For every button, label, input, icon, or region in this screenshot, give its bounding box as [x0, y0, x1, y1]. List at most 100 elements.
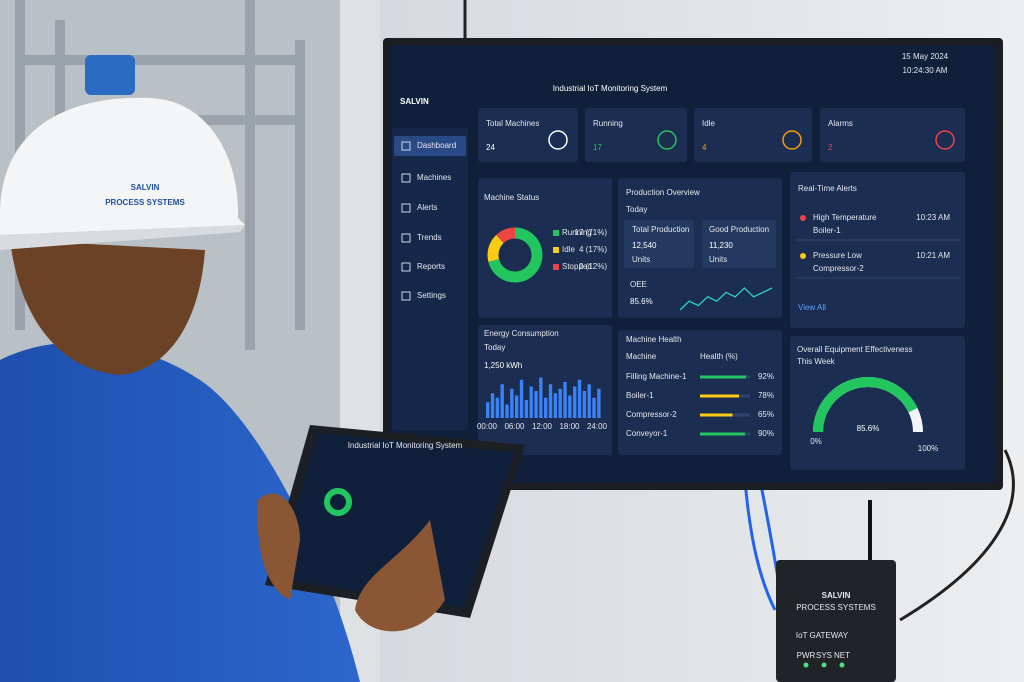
- nav-icon: [401, 262, 411, 272]
- kpi-icon: [548, 130, 568, 150]
- gateway-brand: SALVIN: [822, 591, 851, 600]
- nav-icon: [401, 173, 411, 183]
- stat-box: [702, 220, 776, 268]
- kpi-value: 4: [702, 143, 707, 152]
- view-all[interactable]: View All: [798, 303, 826, 312]
- energy-bar: [577, 379, 582, 418]
- energy-bar: [510, 388, 514, 418]
- time: 10:24:30 AM: [903, 66, 948, 75]
- led-label: SYS: [816, 651, 832, 660]
- person-shirt: [0, 342, 360, 682]
- cable: [899, 449, 1015, 622]
- gateway: [776, 560, 896, 682]
- alert-sub: Compressor-2: [813, 264, 864, 273]
- led-label: PWR: [797, 651, 816, 660]
- stat-unit: Units: [632, 255, 650, 264]
- legend-label: 2 (12%): [579, 262, 607, 271]
- health-label: 78%: [758, 391, 774, 400]
- energy-bar: [519, 379, 524, 418]
- energy-bar: [500, 384, 504, 418]
- panel-period: Today: [484, 343, 505, 352]
- col-header: Health (%): [700, 352, 738, 361]
- stat-unit: Units: [709, 255, 727, 264]
- motor: [85, 55, 135, 95]
- legend-name: Idle: [562, 245, 575, 254]
- stat-box: [624, 220, 694, 268]
- gauge-min: 0%: [810, 437, 822, 446]
- machine-name: Compressor-2: [626, 410, 677, 419]
- health-bar: [700, 375, 746, 379]
- stat-value: 12,540: [632, 241, 657, 250]
- donut-segment: [496, 227, 516, 244]
- energy-bar: [597, 388, 601, 418]
- x-label: 24:00: [587, 422, 608, 431]
- machine-name: Filling Machine-1: [626, 372, 687, 381]
- stat-value: 11,230: [709, 241, 733, 250]
- gateway-name: IoT GATEWAY: [796, 631, 849, 640]
- kpi-label: Running: [593, 119, 623, 128]
- energy-bar: [486, 402, 490, 418]
- trend-line: [679, 287, 773, 311]
- alert-text: High Temperature: [813, 213, 877, 222]
- energy-bar: [524, 400, 529, 418]
- energy-value: 1,250 kWh: [484, 361, 522, 370]
- kpi-value: 2: [828, 143, 833, 152]
- energy-bar: [568, 395, 572, 418]
- machine-name: Conveyor-1: [626, 429, 668, 438]
- health-label: 90%: [758, 429, 774, 438]
- legend-label: 4 (17%): [579, 245, 607, 254]
- panel: [618, 330, 782, 455]
- nav-item[interactable]: Trends: [417, 233, 442, 242]
- donut-segment: [488, 227, 543, 283]
- helmet-sub: PROCESS SYSTEMS: [105, 198, 185, 207]
- panel: [478, 325, 612, 455]
- energy-bar: [539, 377, 543, 418]
- kpi-card: [585, 108, 687, 162]
- alert-time: 10:21 AM: [916, 251, 950, 260]
- energy-bar: [529, 386, 533, 418]
- health-label: 92%: [758, 372, 774, 381]
- col-header: Machine: [626, 352, 657, 361]
- x-label: 00:00: [477, 422, 498, 431]
- alert-sub: Boiler-1: [813, 226, 841, 235]
- kpi-card: [694, 108, 812, 162]
- kpi-label: Alarms: [828, 119, 853, 128]
- energy-bar: [558, 388, 562, 418]
- nav-icon: [401, 233, 411, 243]
- hand: [257, 493, 300, 600]
- panel-title: Real-Time Alerts: [798, 184, 857, 193]
- led-label: NET: [834, 651, 850, 660]
- brand: SALVIN: [400, 97, 429, 106]
- kpi-icon: [657, 130, 677, 150]
- nav-item[interactable]: Dashboard: [417, 141, 456, 150]
- stat-label: Total Production: [632, 225, 689, 234]
- energy-bar: [505, 404, 509, 418]
- panel-title: Machine Status: [484, 193, 539, 202]
- panel-title: Production Overview: [626, 188, 700, 197]
- panel: [790, 172, 965, 328]
- panel-period: Today: [626, 205, 647, 214]
- kpi-label: Idle: [702, 119, 715, 128]
- alert-dot: [800, 253, 806, 259]
- helmet: [0, 97, 245, 235]
- led: [839, 662, 845, 668]
- legend-name: Stopped: [562, 262, 592, 271]
- machine-name: Boiler-1: [626, 391, 654, 400]
- nav-item[interactable]: Machines: [417, 173, 451, 182]
- health-bar: [700, 432, 745, 436]
- panel: [790, 336, 965, 470]
- legend-name: Running: [562, 228, 592, 237]
- health-bar: [700, 413, 733, 417]
- oee-value: 85.6%: [630, 297, 653, 306]
- tablet-title: Industrial IoT Monitoring System: [348, 441, 463, 450]
- legend-swatch: [553, 264, 559, 270]
- nav-item[interactable]: Alerts: [417, 203, 437, 212]
- nav-item[interactable]: Reports: [417, 262, 445, 271]
- panels: [478, 172, 965, 470]
- legend-label: 17 (71%): [575, 228, 608, 237]
- kpi-icon: [782, 130, 802, 150]
- nav-item[interactable]: Settings: [417, 291, 446, 300]
- kpi-card: [820, 108, 965, 162]
- x-label: 06:00: [504, 422, 525, 431]
